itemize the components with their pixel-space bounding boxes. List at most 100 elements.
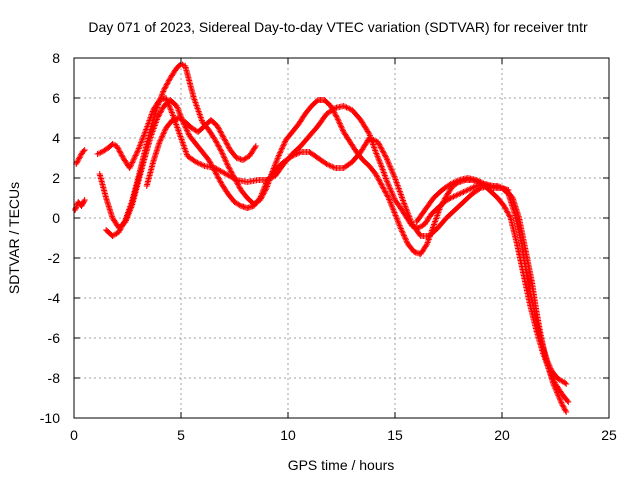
data-point [222, 137, 229, 144]
data-point [373, 172, 380, 179]
data-point [257, 195, 264, 202]
data-point [340, 103, 347, 109]
y-tick-label: -10 [40, 410, 60, 426]
data-point [459, 189, 466, 196]
data-point [221, 154, 228, 161]
data-point [399, 228, 406, 235]
data-point [168, 108, 175, 115]
data-point [230, 172, 237, 179]
data-point [97, 149, 104, 156]
data-point [450, 179, 457, 186]
data-point [158, 134, 165, 141]
data-point [176, 108, 183, 115]
data-point [163, 95, 170, 101]
data-point [160, 87, 167, 93]
data-point [213, 171, 220, 178]
data-point [548, 372, 555, 379]
data-point [120, 219, 127, 226]
data-point [280, 142, 287, 149]
y-tick-label: -2 [48, 250, 61, 266]
data-point [390, 192, 397, 199]
y-tick-label: 4 [52, 130, 60, 146]
data-point [377, 160, 384, 167]
data-point [461, 188, 468, 195]
y-tick-label: 8 [52, 50, 60, 66]
data-point [207, 161, 214, 167]
data-point [81, 197, 88, 203]
data-point [549, 374, 556, 380]
data-point [562, 407, 569, 414]
data-point [372, 171, 379, 177]
data-point [135, 147, 142, 153]
data-point [185, 130, 192, 137]
data-point [166, 103, 173, 110]
data-point [157, 109, 164, 116]
data-point [215, 175, 222, 182]
data-point [391, 173, 398, 180]
data-point [261, 189, 268, 195]
data-point [205, 157, 212, 163]
data-point [467, 185, 474, 192]
data-point [387, 200, 394, 207]
data-point [222, 157, 229, 164]
data-point [133, 149, 140, 156]
data-point [327, 163, 334, 169]
data-point [167, 105, 174, 112]
x-tick-label: 10 [280, 427, 296, 443]
data-point [390, 206, 397, 213]
data-point [275, 153, 282, 160]
data-point [369, 136, 376, 143]
data-point [561, 405, 568, 411]
data-point [403, 238, 410, 245]
data-point [562, 380, 569, 386]
data-point [218, 131, 225, 137]
data-point [343, 104, 350, 111]
data-point [386, 162, 393, 169]
data-point [484, 182, 491, 189]
data-point [130, 156, 137, 163]
data-point [119, 222, 126, 229]
data-point [219, 150, 226, 157]
data-point [156, 139, 163, 145]
data-point [405, 212, 412, 219]
data-point [211, 167, 218, 174]
data-point [217, 178, 224, 185]
data-point [329, 105, 336, 112]
series-track-b [72, 197, 88, 213]
data-point [376, 141, 383, 148]
data-point [466, 186, 473, 193]
data-point [483, 181, 490, 188]
data-point [451, 193, 458, 199]
data-point [376, 157, 383, 164]
data-point [456, 191, 463, 197]
data-point [208, 162, 215, 169]
data-point [382, 189, 389, 196]
y-axis-label: SDTVAR / TECUs [6, 182, 22, 294]
data-point [506, 212, 513, 219]
data-point [391, 195, 398, 202]
data-point [155, 101, 162, 108]
data-point [377, 144, 384, 151]
data-point [276, 151, 283, 157]
data-point [234, 180, 241, 187]
data-point [388, 189, 395, 196]
data-point [227, 168, 234, 175]
data-point [216, 127, 223, 133]
data-point [506, 213, 513, 220]
data-point [436, 205, 443, 211]
data-point [225, 163, 232, 169]
plot-frame [73, 57, 610, 419]
data-point [138, 138, 145, 145]
data-point [393, 215, 400, 222]
data-point [386, 197, 393, 204]
data-point [274, 155, 281, 162]
data-point [129, 158, 136, 165]
data-point [389, 203, 396, 210]
data-point [216, 177, 223, 183]
data-point [281, 139, 288, 146]
data-point [558, 399, 565, 406]
data-point [139, 136, 146, 143]
data-point [503, 207, 510, 213]
data-point [381, 187, 388, 193]
series-track-a [73, 147, 88, 167]
